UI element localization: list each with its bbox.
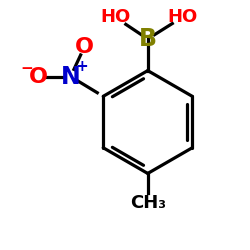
Text: +: + (75, 59, 88, 74)
Text: O: O (75, 37, 94, 57)
Text: HO: HO (100, 8, 130, 26)
Text: B: B (139, 27, 157, 51)
Text: HO: HO (167, 8, 198, 26)
Text: CH₃: CH₃ (130, 194, 166, 212)
Text: −: − (21, 61, 34, 76)
Text: N: N (61, 64, 80, 88)
Text: O: O (28, 66, 48, 86)
